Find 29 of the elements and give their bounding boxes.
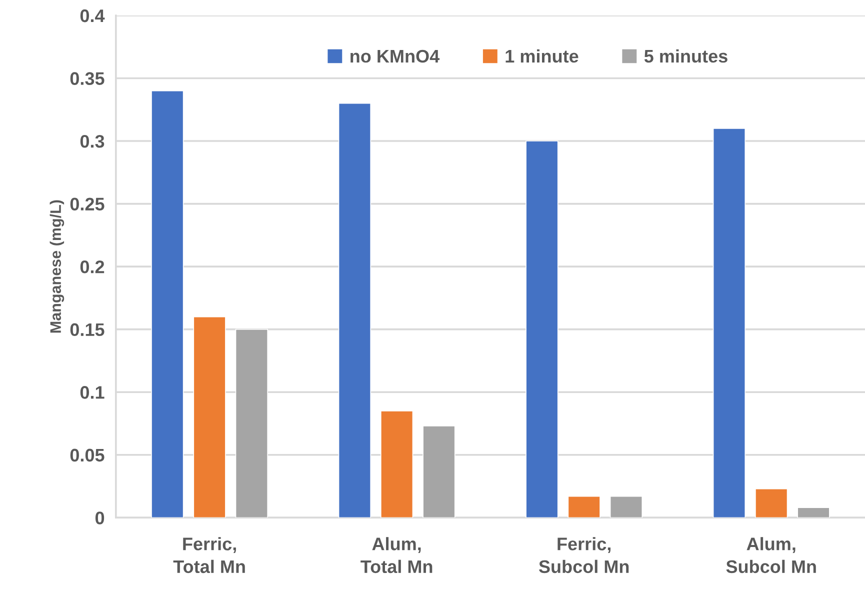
- legend-label: no KMnO4: [350, 50, 440, 63]
- y-tick-label: 0.15: [70, 323, 104, 336]
- bar: [193, 316, 226, 518]
- bar: [568, 496, 600, 518]
- bar: [755, 488, 788, 518]
- bar: [338, 102, 372, 518]
- bar: [797, 507, 830, 518]
- y-tick-label: 0: [95, 512, 104, 524]
- x-tick-label: Alum, Total Mn: [360, 537, 432, 574]
- bar: [235, 328, 268, 518]
- y-tick-label: 0.1: [80, 386, 104, 399]
- bar: [526, 140, 558, 518]
- bar: [380, 410, 414, 518]
- bar: [610, 496, 643, 518]
- bar: [151, 90, 184, 518]
- y-tick-label: 0.4: [80, 9, 105, 22]
- y-tick-label: 0.35: [70, 72, 104, 85]
- bar: [422, 426, 456, 518]
- legend-label: 1 minute: [506, 49, 578, 63]
- y-tick-label: 0.3: [80, 134, 104, 148]
- legend-label: 5 minutes: [644, 49, 728, 63]
- y-tick-label: 0.25: [70, 198, 104, 211]
- bar: [712, 128, 746, 518]
- x-tick-label: Ferric, Total Mn: [173, 537, 245, 574]
- x-tick-label: Ferric, Subcol Mn: [538, 537, 629, 574]
- x-tick-label: Alum, Subcol Mn: [726, 537, 816, 574]
- y-tick-label: 0.05: [70, 448, 104, 462]
- y-axis-title: Manganese (mg/L): [50, 200, 64, 333]
- y-tick-label: 0.2: [80, 260, 104, 274]
